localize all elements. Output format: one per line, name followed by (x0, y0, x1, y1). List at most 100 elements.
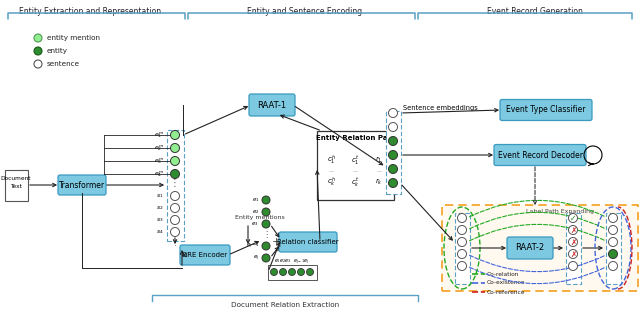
FancyBboxPatch shape (180, 245, 230, 265)
Circle shape (458, 237, 467, 246)
FancyBboxPatch shape (442, 205, 638, 291)
Text: Document Relation Extraction: Document Relation Extraction (231, 302, 339, 308)
Circle shape (271, 268, 278, 275)
Text: $s_3$: $s_3$ (156, 216, 164, 224)
Text: Sentence embeddings: Sentence embeddings (403, 105, 477, 111)
Text: entity: entity (47, 48, 68, 54)
Text: sentence: sentence (47, 61, 80, 67)
FancyBboxPatch shape (4, 170, 28, 201)
Circle shape (609, 237, 618, 246)
FancyBboxPatch shape (279, 232, 337, 252)
Text: Document: Document (1, 176, 31, 181)
Text: Co-relation: Co-relation (487, 272, 520, 277)
Circle shape (280, 268, 287, 275)
FancyBboxPatch shape (500, 100, 592, 121)
Text: +: + (271, 237, 281, 247)
Text: ✗: ✗ (570, 250, 576, 258)
Circle shape (388, 122, 397, 132)
Circle shape (458, 214, 467, 223)
Circle shape (289, 268, 296, 275)
Circle shape (458, 225, 467, 235)
Circle shape (568, 237, 577, 246)
Text: ⋮: ⋮ (390, 137, 397, 143)
FancyBboxPatch shape (494, 144, 586, 165)
Text: $e_2$: $e_2$ (252, 208, 259, 216)
Circle shape (609, 225, 618, 235)
Text: ...: ... (328, 167, 334, 172)
Text: $c_k^h$: $c_k^h$ (326, 175, 335, 189)
Text: RAAT-1: RAAT-1 (257, 100, 287, 110)
Circle shape (170, 228, 179, 236)
Text: $e_{j-1}$: $e_{j-1}$ (246, 241, 259, 251)
Text: entity mention: entity mention (47, 35, 100, 41)
Text: RAAT-2: RAAT-2 (515, 243, 545, 252)
Text: $e^m_4$: $e^m_4$ (154, 169, 164, 179)
Text: ✓: ✓ (570, 214, 576, 223)
Circle shape (609, 214, 618, 223)
Text: $r_k$: $r_k$ (375, 177, 383, 187)
Circle shape (568, 214, 577, 223)
Circle shape (388, 150, 397, 160)
FancyBboxPatch shape (268, 264, 317, 279)
Circle shape (262, 254, 270, 262)
Text: $s_1$: $s_1$ (156, 192, 164, 200)
Circle shape (609, 262, 618, 270)
FancyBboxPatch shape (249, 94, 295, 116)
Text: ✗: ✗ (570, 225, 576, 235)
Circle shape (170, 215, 179, 225)
Text: Text: Text (10, 183, 22, 188)
Text: Event Type Classifier: Event Type Classifier (506, 106, 586, 115)
Text: Co-existence: Co-existence (487, 280, 525, 285)
Text: $r_1$: $r_1$ (375, 155, 383, 165)
Circle shape (298, 268, 305, 275)
Circle shape (307, 268, 314, 275)
Text: $e_j$: $e_j$ (253, 253, 259, 263)
Text: $e^m_1$: $e^m_1$ (154, 130, 164, 140)
FancyBboxPatch shape (507, 237, 553, 259)
Text: Relation classifier: Relation classifier (277, 239, 339, 245)
Text: DRE Encoder: DRE Encoder (182, 252, 228, 258)
Text: $c_k^t$: $c_k^t$ (351, 176, 360, 188)
FancyBboxPatch shape (605, 213, 621, 284)
Circle shape (458, 250, 467, 258)
Text: $c_1^h$: $c_1^h$ (326, 153, 335, 167)
Text: Entity Relation Pair: Entity Relation Pair (316, 135, 394, 141)
Text: ⋮: ⋮ (172, 239, 179, 245)
Circle shape (568, 262, 577, 270)
Text: Transformer: Transformer (59, 181, 105, 190)
Circle shape (170, 131, 179, 139)
Text: $e_3$: $e_3$ (252, 220, 259, 228)
Circle shape (34, 47, 42, 55)
Text: ⋮: ⋮ (262, 230, 270, 240)
Text: ...: ... (376, 167, 382, 172)
Circle shape (388, 109, 397, 117)
FancyBboxPatch shape (385, 111, 401, 193)
Circle shape (170, 203, 179, 213)
Circle shape (609, 250, 618, 258)
FancyBboxPatch shape (317, 131, 394, 199)
Circle shape (34, 60, 42, 68)
Text: $e^m_2$: $e^m_2$ (154, 143, 164, 153)
FancyBboxPatch shape (566, 213, 580, 284)
Circle shape (568, 225, 577, 235)
Circle shape (262, 242, 270, 250)
Text: Label Path Expanding: Label Path Expanding (526, 209, 594, 214)
Circle shape (170, 156, 179, 165)
Circle shape (262, 208, 270, 216)
Text: $e_1 e_2 e_3$  $e_{j-1}e_j$: $e_1 e_2 e_3$ $e_{j-1}e_j$ (275, 257, 310, 267)
Circle shape (170, 143, 179, 153)
Circle shape (262, 196, 270, 204)
Text: $s_2$: $s_2$ (156, 204, 164, 212)
Text: Entity mentions: Entity mentions (235, 215, 285, 220)
Circle shape (262, 220, 270, 228)
FancyBboxPatch shape (454, 213, 470, 284)
Text: $e_1$: $e_1$ (252, 196, 259, 204)
FancyBboxPatch shape (166, 129, 184, 241)
Circle shape (170, 170, 179, 178)
Circle shape (34, 34, 42, 42)
Text: $c_1^t$: $c_1^t$ (351, 154, 359, 166)
Text: Event Record Generation: Event Record Generation (487, 7, 583, 16)
Text: ✗: ✗ (570, 237, 576, 246)
Circle shape (388, 178, 397, 187)
FancyBboxPatch shape (58, 175, 106, 195)
